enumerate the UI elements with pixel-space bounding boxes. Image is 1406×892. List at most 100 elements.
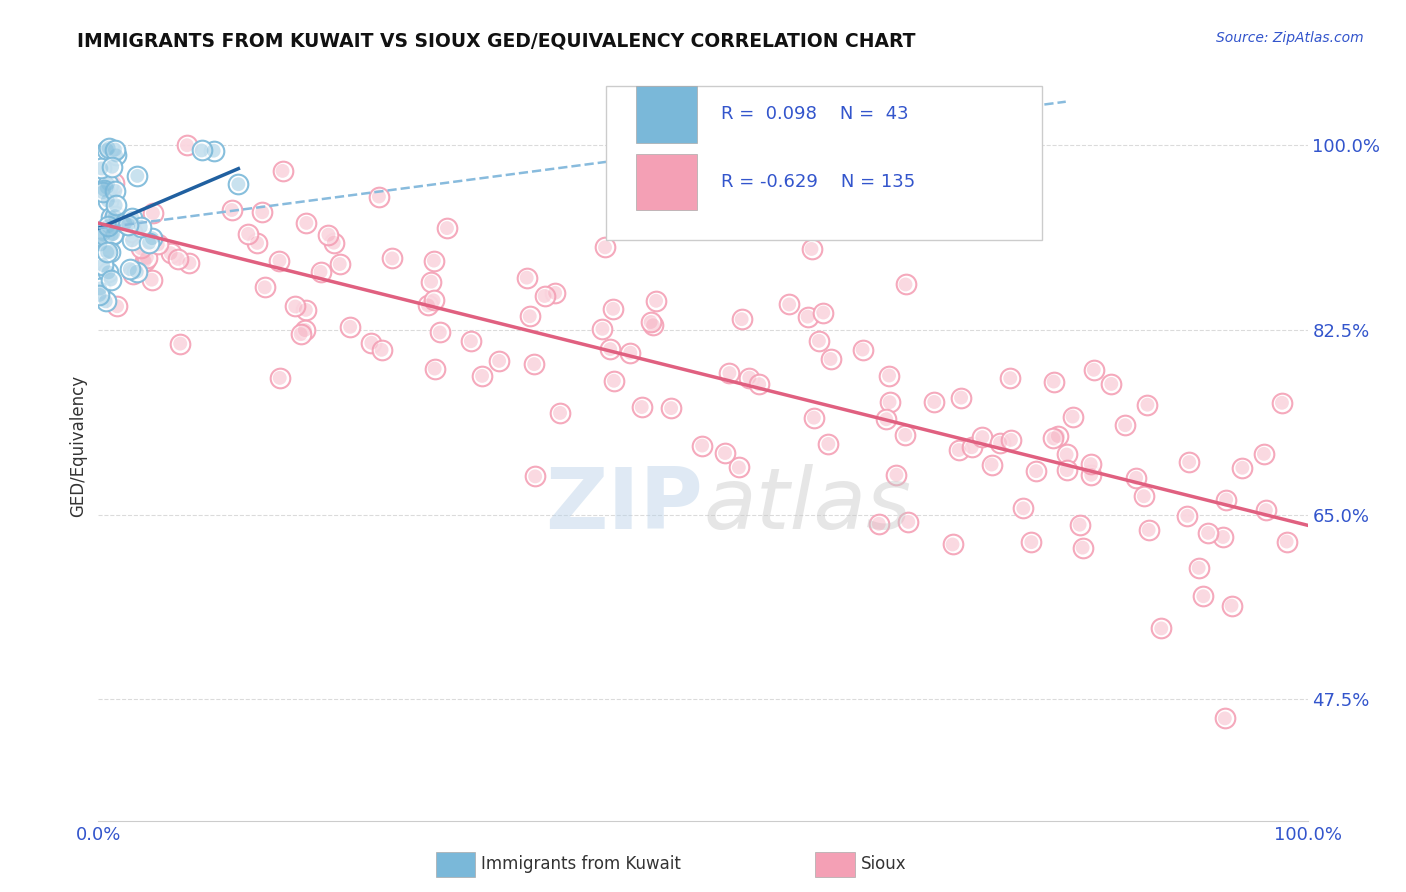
- Point: [488, 354, 510, 368]
- Point: [129, 241, 152, 255]
- Point: [1271, 396, 1294, 410]
- Point: [290, 327, 312, 342]
- Point: [817, 437, 839, 451]
- Point: [228, 177, 250, 191]
- Point: [1000, 433, 1022, 447]
- Point: [1042, 375, 1064, 389]
- Point: [1114, 418, 1136, 433]
- Point: [104, 143, 127, 157]
- Point: [988, 435, 1011, 450]
- Point: [941, 537, 963, 551]
- Point: [381, 252, 404, 266]
- Point: [897, 515, 920, 529]
- FancyBboxPatch shape: [637, 153, 697, 210]
- Point: [104, 209, 127, 223]
- Point: [1188, 561, 1211, 575]
- Point: [97, 265, 120, 279]
- Point: [1056, 448, 1078, 462]
- Point: [125, 265, 148, 279]
- Point: [429, 326, 451, 340]
- Point: [96, 180, 118, 194]
- Point: [129, 241, 152, 255]
- Point: [121, 211, 143, 225]
- Point: [294, 323, 316, 337]
- Point: [516, 270, 538, 285]
- Point: [322, 235, 344, 250]
- Point: [89, 281, 111, 295]
- Point: [97, 141, 120, 155]
- Point: [1197, 525, 1219, 540]
- Point: [138, 235, 160, 250]
- Point: [1137, 523, 1160, 537]
- Point: [533, 289, 555, 303]
- Point: [309, 265, 332, 279]
- Point: [416, 298, 439, 312]
- Point: [519, 310, 541, 324]
- Point: [641, 318, 664, 333]
- Point: [322, 235, 344, 250]
- Point: [820, 351, 842, 366]
- Point: [1083, 363, 1105, 377]
- Point: [868, 516, 890, 531]
- Point: [1042, 431, 1064, 445]
- Point: [1213, 711, 1236, 725]
- Point: [339, 319, 361, 334]
- Point: [138, 235, 160, 250]
- Point: [93, 183, 115, 197]
- Point: [523, 357, 546, 371]
- Point: [718, 366, 741, 380]
- Point: [730, 312, 752, 326]
- Point: [101, 220, 124, 235]
- Point: [98, 244, 121, 259]
- Point: [1083, 363, 1105, 377]
- Point: [796, 310, 818, 324]
- Point: [100, 272, 122, 286]
- Point: [221, 202, 243, 217]
- Point: [1215, 492, 1237, 507]
- Point: [1136, 398, 1159, 412]
- Point: [142, 206, 165, 220]
- Point: [972, 430, 994, 444]
- Point: [1213, 711, 1236, 725]
- Point: [90, 161, 112, 176]
- Point: [93, 227, 115, 242]
- Point: [269, 253, 291, 268]
- Point: [253, 280, 276, 294]
- Point: [1192, 589, 1215, 603]
- Point: [886, 467, 908, 482]
- Point: [103, 176, 125, 190]
- Point: [97, 219, 120, 234]
- Point: [284, 300, 307, 314]
- Point: [309, 265, 332, 279]
- Point: [339, 319, 361, 334]
- Point: [90, 161, 112, 176]
- Point: [877, 368, 900, 383]
- Point: [1125, 471, 1147, 485]
- Point: [1220, 599, 1243, 613]
- Point: [718, 366, 741, 380]
- Point: [1099, 376, 1122, 391]
- Point: [1275, 534, 1298, 549]
- Point: [894, 277, 917, 292]
- Point: [1056, 448, 1078, 462]
- Point: [236, 227, 259, 241]
- Point: [246, 235, 269, 250]
- Point: [1062, 409, 1084, 424]
- Point: [1232, 460, 1254, 475]
- Point: [98, 244, 121, 259]
- Point: [1069, 517, 1091, 532]
- Text: ZIP: ZIP: [546, 465, 703, 548]
- Point: [488, 354, 510, 368]
- Point: [1080, 467, 1102, 482]
- Point: [142, 206, 165, 220]
- Point: [228, 177, 250, 191]
- Point: [271, 164, 294, 178]
- Point: [96, 245, 118, 260]
- Point: [97, 219, 120, 234]
- Point: [122, 267, 145, 281]
- Point: [96, 245, 118, 260]
- Point: [603, 374, 626, 388]
- Point: [91, 185, 114, 199]
- Point: [1021, 535, 1043, 549]
- Point: [523, 357, 546, 371]
